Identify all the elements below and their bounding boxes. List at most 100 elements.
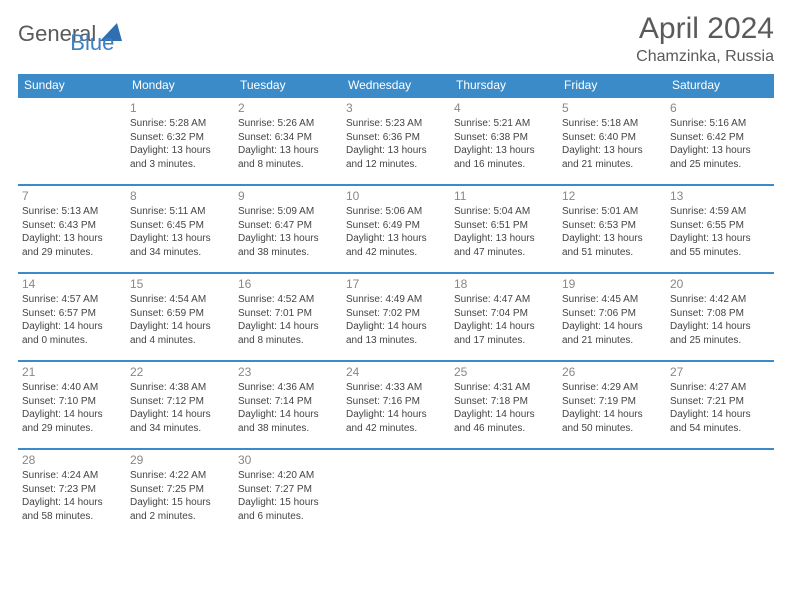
day-number: 16 [238, 276, 338, 292]
sunset-line: Sunset: 7:19 PM [562, 395, 662, 409]
day-number: 14 [22, 276, 122, 292]
daylight-line: Daylight: 13 hours and 12 minutes. [346, 144, 446, 171]
sunrise-line: Sunrise: 5:16 AM [670, 117, 770, 131]
day-header: Tuesday [234, 74, 342, 97]
day-number: 9 [238, 188, 338, 204]
calendar-day-cell: 9Sunrise: 5:09 AMSunset: 6:47 PMDaylight… [234, 185, 342, 273]
sunset-line: Sunset: 6:53 PM [562, 219, 662, 233]
sunrise-line: Sunrise: 5:13 AM [22, 205, 122, 219]
sunset-line: Sunset: 7:14 PM [238, 395, 338, 409]
sunrise-line: Sunrise: 5:26 AM [238, 117, 338, 131]
day-number: 15 [130, 276, 230, 292]
calendar-day-cell: 24Sunrise: 4:33 AMSunset: 7:16 PMDayligh… [342, 361, 450, 449]
page-title: April 2024 [636, 12, 774, 46]
calendar-day-cell [450, 449, 558, 537]
day-header: Sunday [18, 74, 126, 97]
sunset-line: Sunset: 7:16 PM [346, 395, 446, 409]
sunset-line: Sunset: 7:02 PM [346, 307, 446, 321]
sunset-line: Sunset: 7:21 PM [670, 395, 770, 409]
sunset-line: Sunset: 7:12 PM [130, 395, 230, 409]
calendar-day-cell: 12Sunrise: 5:01 AMSunset: 6:53 PMDayligh… [558, 185, 666, 273]
calendar-day-cell: 10Sunrise: 5:06 AMSunset: 6:49 PMDayligh… [342, 185, 450, 273]
daylight-line: Daylight: 14 hours and 13 minutes. [346, 320, 446, 347]
calendar-day-cell [342, 449, 450, 537]
sunset-line: Sunset: 7:08 PM [670, 307, 770, 321]
daylight-line: Daylight: 14 hours and 38 minutes. [238, 408, 338, 435]
sunrise-line: Sunrise: 4:29 AM [562, 381, 662, 395]
sunset-line: Sunset: 6:36 PM [346, 131, 446, 145]
day-number: 4 [454, 100, 554, 116]
calendar-day-cell: 5Sunrise: 5:18 AMSunset: 6:40 PMDaylight… [558, 97, 666, 185]
sunrise-line: Sunrise: 4:45 AM [562, 293, 662, 307]
sunset-line: Sunset: 7:23 PM [22, 483, 122, 497]
calendar-day-cell: 18Sunrise: 4:47 AMSunset: 7:04 PMDayligh… [450, 273, 558, 361]
sunrise-line: Sunrise: 4:38 AM [130, 381, 230, 395]
day-number: 13 [670, 188, 770, 204]
day-number: 21 [22, 364, 122, 380]
calendar-day-cell: 26Sunrise: 4:29 AMSunset: 7:19 PMDayligh… [558, 361, 666, 449]
day-number: 17 [346, 276, 446, 292]
calendar-day-cell: 7Sunrise: 5:13 AMSunset: 6:43 PMDaylight… [18, 185, 126, 273]
calendar-day-cell: 30Sunrise: 4:20 AMSunset: 7:27 PMDayligh… [234, 449, 342, 537]
day-number: 20 [670, 276, 770, 292]
daylight-line: Daylight: 14 hours and 29 minutes. [22, 408, 122, 435]
sunrise-line: Sunrise: 4:33 AM [346, 381, 446, 395]
sunset-line: Sunset: 6:32 PM [130, 131, 230, 145]
calendar-day-cell: 14Sunrise: 4:57 AMSunset: 6:57 PMDayligh… [18, 273, 126, 361]
day-number: 24 [346, 364, 446, 380]
daylight-line: Daylight: 14 hours and 54 minutes. [670, 408, 770, 435]
daylight-line: Daylight: 13 hours and 42 minutes. [346, 232, 446, 259]
sunrise-line: Sunrise: 5:09 AM [238, 205, 338, 219]
day-number: 23 [238, 364, 338, 380]
daylight-line: Daylight: 14 hours and 34 minutes. [130, 408, 230, 435]
daylight-line: Daylight: 14 hours and 50 minutes. [562, 408, 662, 435]
daylight-line: Daylight: 14 hours and 0 minutes. [22, 320, 122, 347]
day-number: 5 [562, 100, 662, 116]
page-subtitle: Chamzinka, Russia [636, 48, 774, 66]
calendar-day-cell [18, 97, 126, 185]
daylight-line: Daylight: 13 hours and 38 minutes. [238, 232, 338, 259]
calendar-day-cell: 27Sunrise: 4:27 AMSunset: 7:21 PMDayligh… [666, 361, 774, 449]
daylight-line: Daylight: 14 hours and 42 minutes. [346, 408, 446, 435]
daylight-line: Daylight: 14 hours and 21 minutes. [562, 320, 662, 347]
day-number: 18 [454, 276, 554, 292]
day-header: Saturday [666, 74, 774, 97]
calendar-week: 21Sunrise: 4:40 AMSunset: 7:10 PMDayligh… [18, 361, 774, 449]
calendar-day-cell: 17Sunrise: 4:49 AMSunset: 7:02 PMDayligh… [342, 273, 450, 361]
calendar-day-cell: 15Sunrise: 4:54 AMSunset: 6:59 PMDayligh… [126, 273, 234, 361]
sunrise-line: Sunrise: 4:24 AM [22, 469, 122, 483]
day-number: 7 [22, 188, 122, 204]
daylight-line: Daylight: 13 hours and 47 minutes. [454, 232, 554, 259]
calendar-day-cell: 2Sunrise: 5:26 AMSunset: 6:34 PMDaylight… [234, 97, 342, 185]
daylight-line: Daylight: 14 hours and 46 minutes. [454, 408, 554, 435]
sunset-line: Sunset: 6:40 PM [562, 131, 662, 145]
day-number: 2 [238, 100, 338, 116]
calendar-day-cell: 29Sunrise: 4:22 AMSunset: 7:25 PMDayligh… [126, 449, 234, 537]
sunrise-line: Sunrise: 4:54 AM [130, 293, 230, 307]
day-number: 29 [130, 452, 230, 468]
sunrise-line: Sunrise: 5:28 AM [130, 117, 230, 131]
sunrise-line: Sunrise: 4:52 AM [238, 293, 338, 307]
calendar-day-cell: 23Sunrise: 4:36 AMSunset: 7:14 PMDayligh… [234, 361, 342, 449]
calendar-day-cell: 22Sunrise: 4:38 AMSunset: 7:12 PMDayligh… [126, 361, 234, 449]
sunrise-line: Sunrise: 4:22 AM [130, 469, 230, 483]
day-number: 8 [130, 188, 230, 204]
calendar-body: 1Sunrise: 5:28 AMSunset: 6:32 PM Daylight… [18, 97, 774, 537]
day-header: Wednesday [342, 74, 450, 97]
calendar-day-cell: 19Sunrise: 4:45 AMSunset: 7:06 PMDayligh… [558, 273, 666, 361]
daylight-line: Daylight: 13 hours and 8 minutes. [238, 144, 338, 171]
daylight-line: Daylight: 14 hours and 25 minutes. [670, 320, 770, 347]
daylight-line: Daylight: 14 hours and 58 minutes. [22, 496, 122, 523]
day-number: 1 [130, 100, 230, 116]
sunset-line: Sunset: 6:57 PM [22, 307, 122, 321]
calendar-header: SundayMondayTuesdayWednesdayThursdayFrid… [18, 74, 774, 97]
day-number: 11 [454, 188, 554, 204]
calendar-day-cell [666, 449, 774, 537]
sunrise-line: Sunrise: 5:18 AM [562, 117, 662, 131]
daylight-line: Daylight: 13 hours and 51 minutes. [562, 232, 662, 259]
daylight-line: Daylight: 13 hours and 25 minutes. [670, 144, 770, 171]
day-number: 12 [562, 188, 662, 204]
sunset-line: Sunset: 6:47 PM [238, 219, 338, 233]
logo-text-blue: Blue [70, 30, 114, 56]
calendar-day-cell: 13Sunrise: 4:59 AMSunset: 6:55 PMDayligh… [666, 185, 774, 273]
